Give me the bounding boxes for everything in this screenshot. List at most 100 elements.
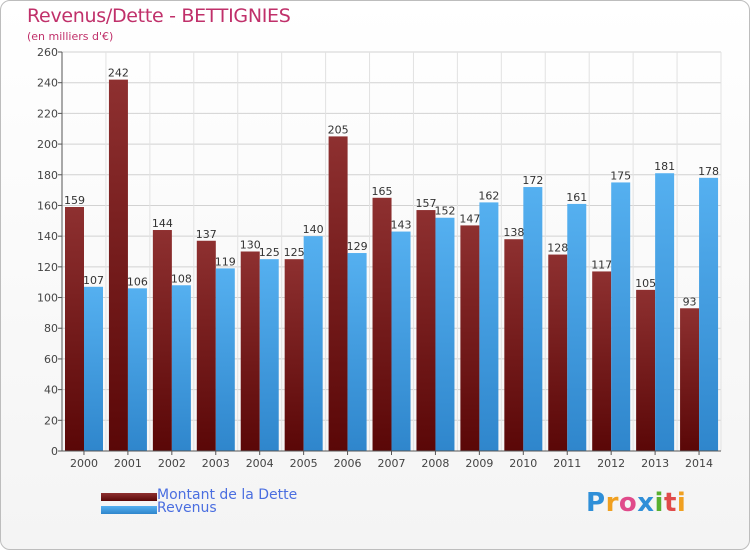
bar-revenus — [479, 202, 499, 451]
data-label: 181 — [654, 160, 675, 173]
x-tick-label: 2010 — [509, 457, 537, 470]
data-label: 93 — [683, 295, 697, 308]
data-label: 128 — [547, 242, 568, 255]
bar-revenus — [215, 268, 235, 451]
x-tick-label: 2013 — [641, 457, 669, 470]
bar-dette — [636, 289, 656, 451]
x-tick-label: 2011 — [553, 457, 581, 470]
y-tick-label: 200 — [37, 138, 58, 151]
y-tick-label: 80 — [44, 322, 58, 335]
y-tick-label: 40 — [44, 384, 58, 397]
data-label: 107 — [83, 274, 104, 287]
y-tick-label: 160 — [37, 199, 58, 212]
bar-dette — [680, 308, 700, 451]
axes: 0 20 40 60 80 100 120 140 160 180 200 220 240 260 2000… — [37, 46, 721, 470]
data-label: 143 — [391, 219, 412, 232]
bar-revenus — [127, 288, 147, 451]
bar-dette — [504, 239, 524, 451]
logo-letter: i — [654, 488, 664, 518]
x-tick-label: 2002 — [158, 457, 186, 470]
bars — [65, 79, 719, 452]
data-label: 157 — [415, 197, 436, 210]
data-label: 119 — [215, 255, 236, 268]
data-label: 117 — [591, 258, 612, 271]
y-tick-label: 0 — [51, 445, 58, 458]
bar-dette — [65, 206, 84, 451]
data-label: 147 — [459, 212, 480, 225]
bar-revenus — [699, 177, 719, 452]
legend-label-dette: Montant de la Dette — [157, 487, 298, 503]
bar-dette — [240, 251, 260, 451]
data-label: 137 — [196, 228, 217, 241]
bar-dette — [196, 240, 216, 451]
y-tick-label: 100 — [37, 292, 58, 305]
bar-revenus — [259, 259, 279, 451]
data-label: 105 — [635, 277, 656, 290]
x-tick-label: 2005 — [290, 457, 318, 470]
data-label: 152 — [434, 205, 455, 218]
data-label: 172 — [522, 174, 543, 187]
logo-letter: t — [663, 488, 677, 518]
legend-swatch-dette — [101, 493, 157, 501]
y-tick-label: 20 — [44, 414, 58, 427]
bar-revenus — [655, 173, 675, 451]
data-label: 178 — [698, 165, 719, 178]
data-label: 140 — [303, 223, 324, 236]
data-label: 125 — [259, 246, 280, 259]
x-tick-label: 2004 — [246, 457, 274, 470]
x-tick-label: 2012 — [597, 457, 625, 470]
data-label: 165 — [372, 185, 393, 198]
logo-letter: x — [637, 488, 655, 518]
logo-letter: i — [676, 488, 687, 518]
x-tick-label: 2009 — [465, 457, 493, 470]
bar-revenus — [347, 253, 367, 451]
chart-subtitle: (en milliers d'€) — [27, 30, 114, 43]
y-tick-label: 140 — [37, 230, 58, 243]
bar-revenus — [171, 285, 191, 451]
bar-dette — [548, 254, 568, 451]
data-label: 108 — [171, 272, 192, 285]
bar-dette — [592, 271, 612, 451]
x-tick-label: 2006 — [334, 457, 362, 470]
data-label: 129 — [347, 240, 368, 253]
data-label: 106 — [127, 275, 148, 288]
legend-swatch-revenus — [101, 506, 157, 514]
x-tick-label: 2001 — [114, 457, 142, 470]
y-tick-label: 260 — [37, 46, 58, 59]
x-tick-label: 2000 — [70, 457, 98, 470]
y-tick-label: 60 — [44, 353, 58, 366]
bar-revenus — [84, 286, 103, 451]
bar-revenus — [435, 217, 455, 451]
x-tick-label: 2007 — [378, 457, 406, 470]
bar-revenus — [391, 231, 411, 451]
bar-dette — [328, 136, 348, 451]
chart-title: Revenus/Dette - BETTIGNIES — [27, 5, 291, 27]
data-label: 138 — [503, 226, 524, 239]
logo-letter: r — [605, 488, 619, 518]
y-tick-label: 120 — [37, 261, 58, 274]
data-label: 159 — [64, 194, 85, 207]
bar-dette — [416, 210, 436, 451]
bar-dette — [372, 197, 392, 451]
y-tick-label: 180 — [37, 169, 58, 182]
proxiti-logo: Proxiti — [586, 488, 686, 518]
data-label: 175 — [610, 169, 631, 182]
data-label: 125 — [284, 246, 305, 259]
bar-revenus — [303, 236, 323, 451]
bar-revenus — [523, 187, 543, 452]
x-tick-label: 2014 — [685, 457, 713, 470]
data-label: 162 — [478, 189, 499, 202]
data-label: 144 — [152, 217, 173, 230]
bar-dette — [108, 79, 128, 451]
bar-dette — [284, 259, 304, 451]
bar-dette — [460, 225, 480, 451]
legend-label-revenus: Revenus — [157, 500, 217, 516]
x-tick-label: 2008 — [421, 457, 449, 470]
logo-letter: P — [586, 488, 606, 518]
data-label: 130 — [240, 239, 261, 252]
logo-letter: o — [618, 488, 638, 518]
bar-dette — [152, 230, 172, 451]
